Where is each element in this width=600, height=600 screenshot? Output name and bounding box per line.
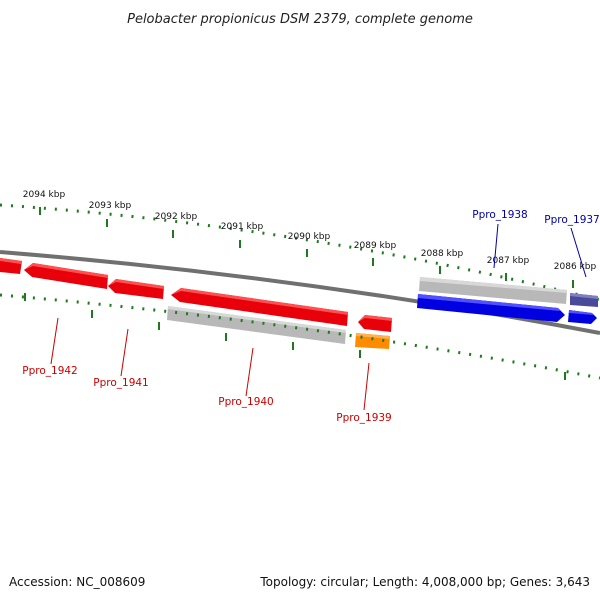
gene-label-ppro-1938[interactable]: Ppro_1938 <box>472 209 527 221</box>
reverse-genes <box>0 258 392 349</box>
gene-ppro-1940[interactable] <box>171 288 348 326</box>
gene-label-ppro-1940[interactable]: Ppro_1940 <box>218 396 273 408</box>
genome-summary-text: Topology: circular; Length: 4,008,000 bp… <box>259 575 590 589</box>
gene-label-ppro-1942[interactable]: Ppro_1942 <box>22 365 77 377</box>
gene-label-group: Ppro_1942 Ppro_1941 Ppro_1940 Ppro_1939 … <box>22 209 599 424</box>
kbp-marker: 2090 kbp <box>288 232 331 242</box>
kbp-marker: 2094 kbp <box>23 190 66 200</box>
kbp-marker: 2087 kbp <box>487 256 530 266</box>
kbp-marker: 2086 kbp <box>554 262 597 272</box>
kbp-marker: 2091 kbp <box>221 222 264 232</box>
gene-label-ppro-1937[interactable]: Ppro_1937 <box>544 214 599 226</box>
map-title: Pelobacter propionicus DSM 2379, complet… <box>127 12 473 27</box>
forward-genes <box>417 277 598 324</box>
kbp-marker: 2088 kbp <box>421 249 464 259</box>
gene-ppro-1940-shadow[interactable] <box>167 306 346 344</box>
gene-label-ppro-1939[interactable]: Ppro_1939 <box>336 412 391 424</box>
kbp-marker: 2092 kbp <box>155 212 198 222</box>
kbp-markers: 2094 kbp 2093 kbp 2092 kbp 2091 kbp 2090… <box>23 190 597 272</box>
inner-tick-ring <box>0 293 600 380</box>
outer-tick-ring <box>0 203 600 302</box>
kbp-marker: 2089 kbp <box>354 241 397 251</box>
accession-text: Accession: NC_008609 <box>9 575 145 589</box>
kbp-marker: 2093 kbp <box>89 201 132 211</box>
gene-ppro-1942[interactable] <box>24 263 108 289</box>
gene-label-ppro-1941[interactable]: Ppro_1941 <box>93 377 148 389</box>
